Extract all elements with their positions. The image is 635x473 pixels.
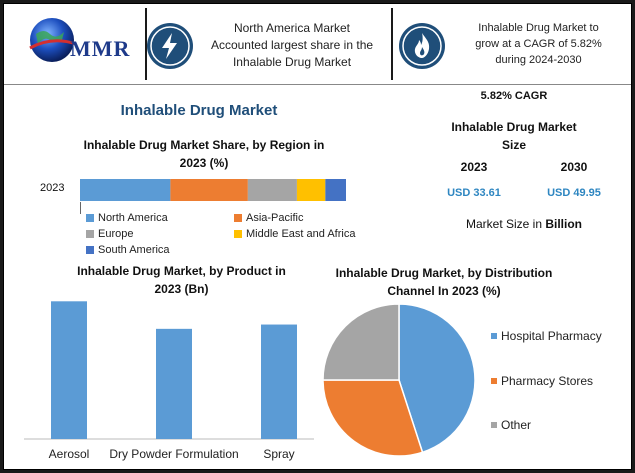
size-year-2030: 2030 <box>560 160 588 174</box>
product-chart-title: Inhalable Drug Market, by Product in 202… <box>49 262 314 298</box>
region-bar-segment-europe <box>247 179 297 201</box>
legend-north-america: North America <box>86 212 168 224</box>
size-value-2030: USD 49.95 <box>547 187 601 199</box>
distribution-chart-title-line1: Inhalable Drug Market, by Distribution <box>335 266 553 280</box>
cagr-label: 5.82% CAGR <box>480 90 548 102</box>
product-tick-label: Aerosol <box>49 447 90 461</box>
region-bar-segment-south-america <box>325 179 346 201</box>
header-message-2: Inhalable Drug Market to grow at a CAGR … <box>475 22 602 66</box>
size-year-2023: 2023 <box>460 160 488 174</box>
legend-swatch <box>234 230 242 238</box>
region-bar-segment-asia-pacific <box>170 179 248 201</box>
logo: MMR <box>22 12 142 74</box>
region-chart-title: Inhalable Drug Market Share, by Region i… <box>54 136 354 172</box>
pie-slice-pharmacy-stores <box>322 379 424 457</box>
region-chart-title-line1: Inhalable Drug Market Share, by Region i… <box>83 138 325 152</box>
distribution-pie-chart <box>322 303 476 457</box>
lightning-icon <box>150 26 190 66</box>
legend-hospital-pharmacy: Hospital Pharmacy <box>491 329 602 343</box>
lightning-badge <box>147 23 193 69</box>
product-bar-spray <box>261 324 297 439</box>
legend-swatch <box>491 422 497 428</box>
legend-swatch <box>86 246 94 254</box>
product-tick-label: Spray <box>263 447 294 461</box>
region-bar-segment-north-america <box>80 179 171 201</box>
infographic-frame: MMR North America Market Accounted large… <box>3 3 632 470</box>
header-rule <box>4 84 631 85</box>
globe-icon <box>29 18 77 62</box>
distribution-chart-title-line2: Channel In 2023 (%) <box>387 284 501 298</box>
distribution-chart-title: Inhalable Drug Market, by Distribution C… <box>324 264 564 300</box>
product-chart-title-line1: Inhalable Drug Market, by Product in <box>77 264 286 278</box>
size-value-2023: USD 33.61 <box>447 187 501 199</box>
logo-text: MMR <box>70 36 131 61</box>
legend-swatch <box>234 214 242 222</box>
header-divider <box>145 8 147 80</box>
product-chart-title-line2: 2023 (Bn) <box>154 282 209 296</box>
legend-swatch <box>86 214 94 222</box>
legend-swatch <box>86 230 94 238</box>
pie-slice-other <box>322 303 400 381</box>
flame-icon <box>402 26 442 66</box>
legend-asia-pacific: Asia-Pacific <box>234 212 303 224</box>
legend-pharmacy-stores: Pharmacy Stores <box>491 374 593 388</box>
region-bar-segment-middle-east-and-africa <box>296 179 326 201</box>
main-title: Inhalable Drug Market <box>120 102 278 119</box>
legend-middle-east-africa: Middle East and Africa <box>234 228 355 240</box>
size-title: Inhalable Drug Market Size <box>451 120 577 152</box>
legend-other: Other <box>491 418 531 432</box>
pie-slice-hospital-pharmacy <box>398 303 476 454</box>
legend-south-america: South America <box>86 244 170 256</box>
region-chart-title-line2: 2023 (%) <box>179 156 229 170</box>
product-bar-aerosol <box>51 301 87 439</box>
product-bar-chart: Aerosol Dry Powder Formulation Spray <box>24 301 314 461</box>
region-stacked-bar <box>80 179 346 201</box>
product-bar-dry-powder-formulation <box>156 328 192 439</box>
header-message-1: North America Market Accounted largest s… <box>210 21 374 69</box>
legend-europe: Europe <box>86 228 133 240</box>
size-note: Market Size in Billion <box>465 217 583 231</box>
region-bar-year-label: 2023 <box>40 182 65 194</box>
header-divider <box>391 8 393 80</box>
flame-badge <box>399 23 445 69</box>
product-tick-label: Dry Powder Formulation <box>109 447 238 461</box>
axis-tick <box>80 202 81 214</box>
legend-swatch <box>491 378 497 384</box>
legend-swatch <box>491 333 497 339</box>
